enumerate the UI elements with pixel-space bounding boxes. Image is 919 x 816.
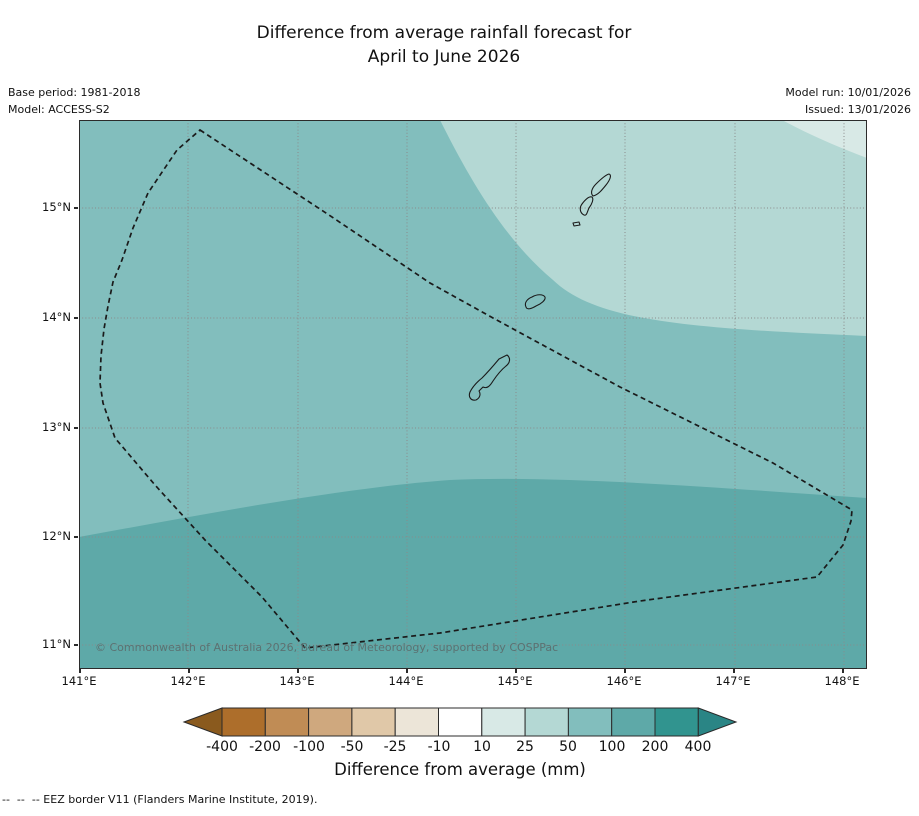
island-coastlines	[468, 173, 611, 401]
graticule-grid	[79, 120, 867, 669]
island-aguijan	[572, 221, 581, 227]
colorbar	[182, 707, 738, 737]
lon-tick-147e: 147°E	[715, 674, 751, 688]
meta-left-block: Base period: 1981-2018 Model: ACCESS-S2	[8, 84, 140, 118]
xtickmark-148e	[842, 669, 844, 673]
rainfall-band-10-25	[782, 120, 867, 158]
ytickmark-11n	[74, 644, 78, 646]
island-tinian	[579, 196, 594, 216]
lon-tick-142e: 142°E	[170, 674, 206, 688]
colorbar-segment-7	[481, 707, 526, 737]
cb-tick-neg100: -100	[293, 739, 325, 755]
ytickmark-15n	[74, 207, 78, 209]
colorbar-segment-11	[654, 707, 699, 737]
cb-tick-100: 100	[598, 739, 626, 755]
copyright-text: © Commonwealth of Australia 2026, Bureau…	[95, 641, 559, 654]
lon-tick-144e: 144°E	[388, 674, 424, 688]
xtickmark-147e	[733, 669, 735, 673]
xtickmark-143e	[297, 669, 299, 673]
xtickmark-142e	[188, 669, 190, 673]
map-frame	[79, 120, 867, 669]
lon-tick-145e: 145°E	[497, 674, 533, 688]
lon-tick-143e: 143°E	[279, 674, 315, 688]
model-run-text: Model run: 10/01/2026	[785, 86, 911, 99]
eez-border-line	[99, 128, 853, 649]
colorbar-segment-8	[524, 707, 569, 737]
forecast-map	[79, 120, 867, 669]
colorbar-segment-2	[264, 707, 310, 737]
colorbar-segment-6	[438, 707, 483, 737]
title-line-2: April to June 2026	[367, 47, 521, 67]
cb-tick-neg200: -200	[249, 739, 281, 755]
lat-tick-11n: 11°N	[42, 637, 71, 651]
cb-tick-neg25: -25	[383, 739, 407, 755]
lat-tick-12n: 12°N	[42, 529, 71, 543]
cb-tick-200: 200	[641, 739, 669, 755]
issued-text: Issued: 13/01/2026	[804, 103, 911, 116]
colorbar-segment-3	[308, 707, 353, 737]
island-saipan	[591, 173, 611, 197]
cb-tick-25: 25	[516, 739, 534, 755]
rainfall-band-100-200	[79, 478, 867, 669]
colorbar-segment-5	[394, 707, 439, 737]
base-period-text: Base period: 1981-2018	[8, 86, 141, 99]
eez-footnote: -- -- -- EEZ border V11 (Flanders Marine…	[2, 793, 317, 806]
meta-right-block: Model run: 10/01/2026 Issued: 13/01/2026	[785, 84, 911, 118]
xtickmark-146e	[624, 669, 626, 673]
colorbar-segment-1	[221, 707, 266, 737]
cb-tick-neg50: -50	[340, 739, 364, 755]
lat-tick-14n: 14°N	[42, 310, 71, 324]
ytickmark-12n	[74, 536, 78, 538]
cb-tick-10: 10	[473, 739, 491, 755]
island-rota	[524, 294, 546, 310]
ytickmark-14n	[74, 317, 78, 319]
colorbar-right-arrow	[697, 707, 738, 737]
lat-tick-15n: 15°N	[42, 200, 71, 214]
cb-tick-neg10: -10	[427, 739, 451, 755]
rainfall-band-25-50	[440, 120, 867, 336]
lon-tick-148e: 148°E	[824, 674, 860, 688]
xtickmark-144e	[406, 669, 408, 673]
page-title: Difference from average rainfall forecas…	[0, 21, 888, 69]
lon-tick-141e: 141°E	[61, 674, 97, 688]
model-text: Model: ACCESS-S2	[8, 103, 110, 116]
ytickmark-13n	[74, 427, 78, 429]
cb-tick-50: 50	[559, 739, 577, 755]
title-line-1: Difference from average rainfall forecas…	[256, 23, 632, 43]
colorbar-segment-4	[351, 707, 396, 737]
colorbar-label: Difference from average (mm)	[334, 760, 586, 779]
colorbar-segment-10	[611, 707, 656, 737]
lat-tick-13n: 13°N	[42, 420, 71, 434]
eez-dash-symbol: -- -- --	[2, 793, 40, 806]
island-guam	[468, 354, 511, 401]
colorbar-left-arrow	[182, 707, 223, 737]
cb-tick-400: 400	[684, 739, 712, 755]
xtickmark-141e	[79, 669, 81, 673]
cb-tick-neg400: -400	[206, 739, 238, 755]
lon-tick-146e: 146°E	[606, 674, 642, 688]
xtickmark-145e	[515, 669, 517, 673]
colorbar-segment-9	[567, 707, 613, 737]
eez-footnote-text: EEZ border V11 (Flanders Marine Institut…	[39, 793, 318, 806]
